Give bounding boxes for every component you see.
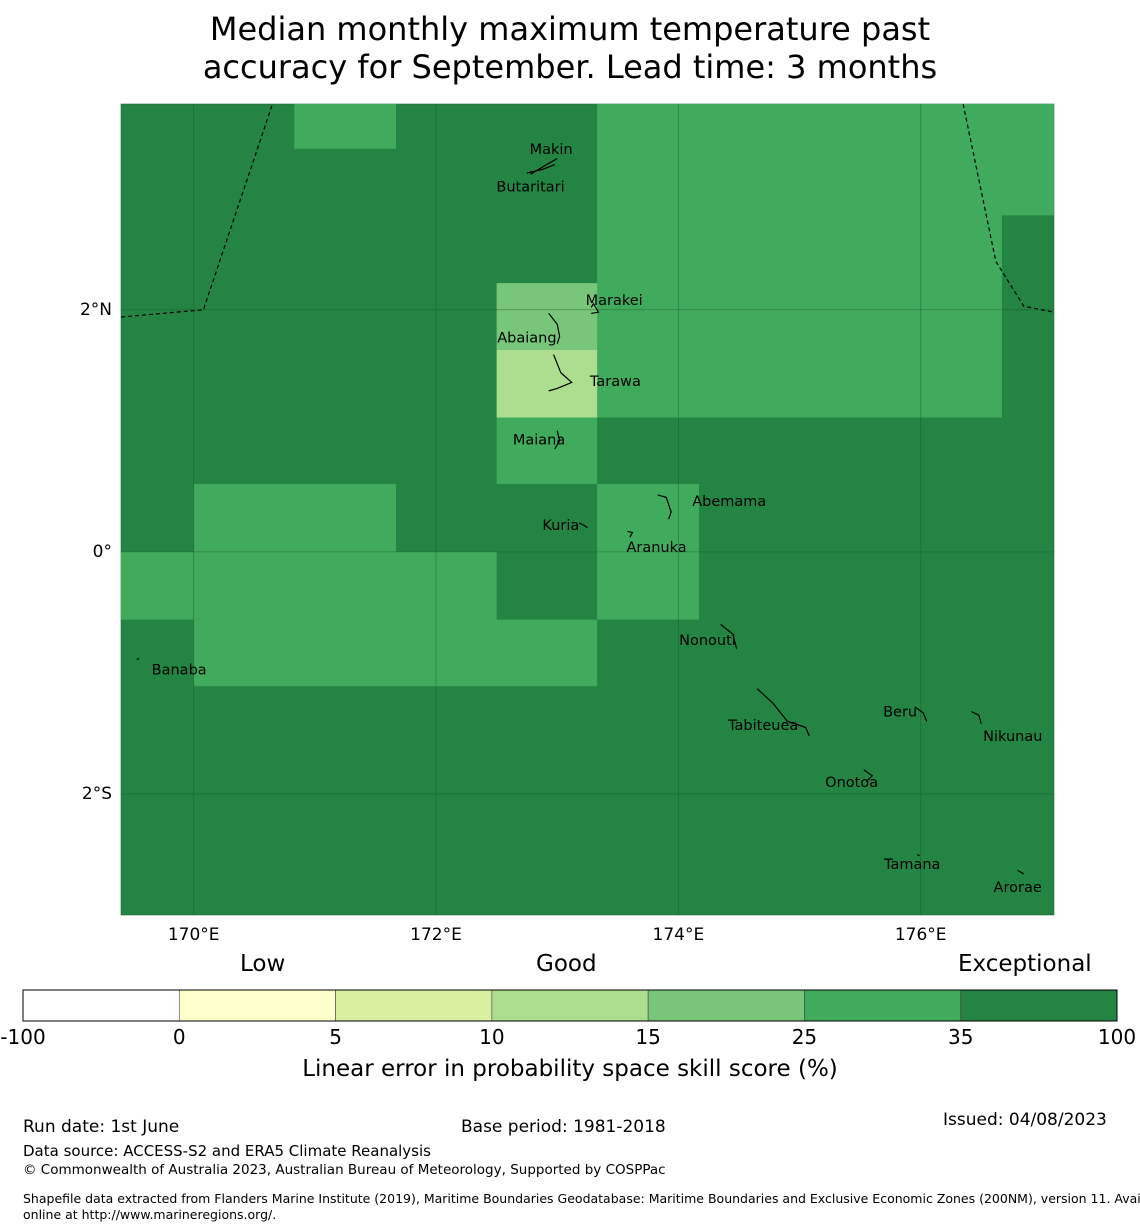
title-line-1: Median monthly maximum temperature past — [209, 10, 931, 48]
x-tick-label: 176°E — [894, 925, 947, 945]
y-tick-label: 0° — [92, 541, 112, 562]
colorbar-frame — [22, 989, 1118, 1022]
island-outline — [1017, 869, 1025, 875]
island-label: Butaritari — [496, 179, 564, 195]
island-outline — [578, 522, 588, 529]
island-outline — [548, 354, 573, 392]
shapefile-line-1: Shapefile data extracted from Flanders M… — [23, 1191, 1140, 1206]
category-exceptional: Exceptional — [958, 951, 1092, 977]
colorbar-segment — [804, 989, 962, 1022]
island-label: Nikunau — [983, 729, 1042, 745]
island-label: Marakei — [586, 293, 643, 309]
island-label: Abaiang — [497, 331, 556, 347]
island-outline — [756, 688, 810, 737]
copyright: © Commonwealth of Australia 2023, Austra… — [23, 1162, 666, 1178]
island-outline — [914, 706, 928, 722]
skill-cell — [294, 104, 397, 149]
colorbar-tick-label: 0 — [172, 1025, 186, 1049]
x-tick-label: 172°E — [410, 925, 462, 945]
skill-cell — [496, 349, 598, 418]
y-tick-label: 2°S — [81, 783, 112, 804]
colorbar-tick-label: 25 — [791, 1025, 818, 1049]
colorbar-segment — [335, 989, 493, 1022]
colorbar-segment — [22, 989, 180, 1022]
data-source: Data source: ACCESS-S2 and ERA5 Climate … — [23, 1142, 431, 1160]
island-label: Tabiteuea — [727, 718, 798, 734]
island-label: Tamana — [883, 857, 940, 873]
island-label: Beru — [883, 705, 917, 721]
island-outline — [916, 853, 920, 857]
island-outline — [627, 530, 634, 538]
skill-cell — [496, 283, 598, 350]
skill-cell — [597, 104, 1002, 418]
island-labels: Makin Butaritari Marakei Abaiang Tarawa Maian… — [152, 142, 1043, 896]
island-outline — [657, 494, 672, 520]
island-outline — [526, 163, 556, 174]
skill-cell — [193, 484, 397, 552]
island-label: Tarawa — [589, 374, 641, 390]
colorbar-segment — [178, 989, 336, 1022]
island-label: Banaba — [152, 662, 207, 678]
skill-cell — [1001, 104, 1054, 149]
maritime-boundaries — [120, 103, 1055, 318]
colorbar-tick-label: -100 — [0, 1025, 46, 1049]
skill-cell — [193, 619, 598, 687]
colorbar-segment — [960, 989, 1118, 1022]
island-outline — [554, 430, 561, 450]
island-outline — [863, 769, 874, 783]
colorbar-tick-label: 15 — [635, 1025, 661, 1049]
category-low: Low — [240, 951, 286, 977]
colorbar-tick-label: 35 — [947, 1025, 974, 1049]
island-label: Nonouti — [679, 633, 736, 649]
colorbar-tick-label: 10 — [479, 1025, 505, 1049]
colorbar-tick-label: 5 — [329, 1025, 342, 1049]
island-label: Onotoa — [825, 775, 878, 791]
island-outline — [548, 313, 561, 344]
island-outline — [590, 302, 600, 314]
colorbar — [22, 989, 1118, 1022]
island-outline — [136, 657, 140, 661]
issued-date: Issued: 04/08/2023 — [943, 1110, 1107, 1130]
shapefile-line-2: online at http://www.marineregions.org/. — [23, 1207, 277, 1222]
island-outlines — [136, 157, 1025, 875]
island-label: Maiana — [513, 432, 565, 448]
island-label: Kuria — [542, 518, 579, 534]
map-frame — [120, 103, 1055, 916]
skill-cell — [121, 551, 497, 620]
x-tick-label: 170°E — [167, 925, 220, 945]
colorbar-label: Linear error in probability space skill … — [302, 1056, 838, 1082]
island-label: Arorae — [994, 880, 1042, 896]
skill-cells — [121, 104, 1054, 687]
island-label: Aranuka — [626, 540, 686, 556]
colorbar-segment — [647, 989, 805, 1022]
category-good: Good — [536, 951, 597, 977]
colorbar-tick-label: 100 — [1097, 1025, 1137, 1049]
island-label: Makin — [530, 142, 573, 158]
run-date: Run date: 1st June — [23, 1117, 180, 1137]
island-outline — [720, 624, 738, 649]
eez-boundary-line — [962, 103, 1055, 313]
island-outline — [971, 711, 982, 724]
eez-boundary-line — [120, 103, 274, 318]
chart-title: Median monthly maximum temperature past … — [0, 10, 1140, 86]
skill-cell — [496, 417, 598, 485]
colorbar-segment — [491, 989, 649, 1022]
base-period: Base period: 1981-2018 — [461, 1117, 666, 1137]
title-line-2: accuracy for September. Lead time: 3 mon… — [202, 48, 938, 86]
x-tick-label: 174°E — [652, 925, 705, 945]
island-label: Abemama — [692, 494, 766, 510]
y-tick-label: 2°N — [79, 299, 112, 320]
map-gridlines — [121, 104, 1054, 915]
